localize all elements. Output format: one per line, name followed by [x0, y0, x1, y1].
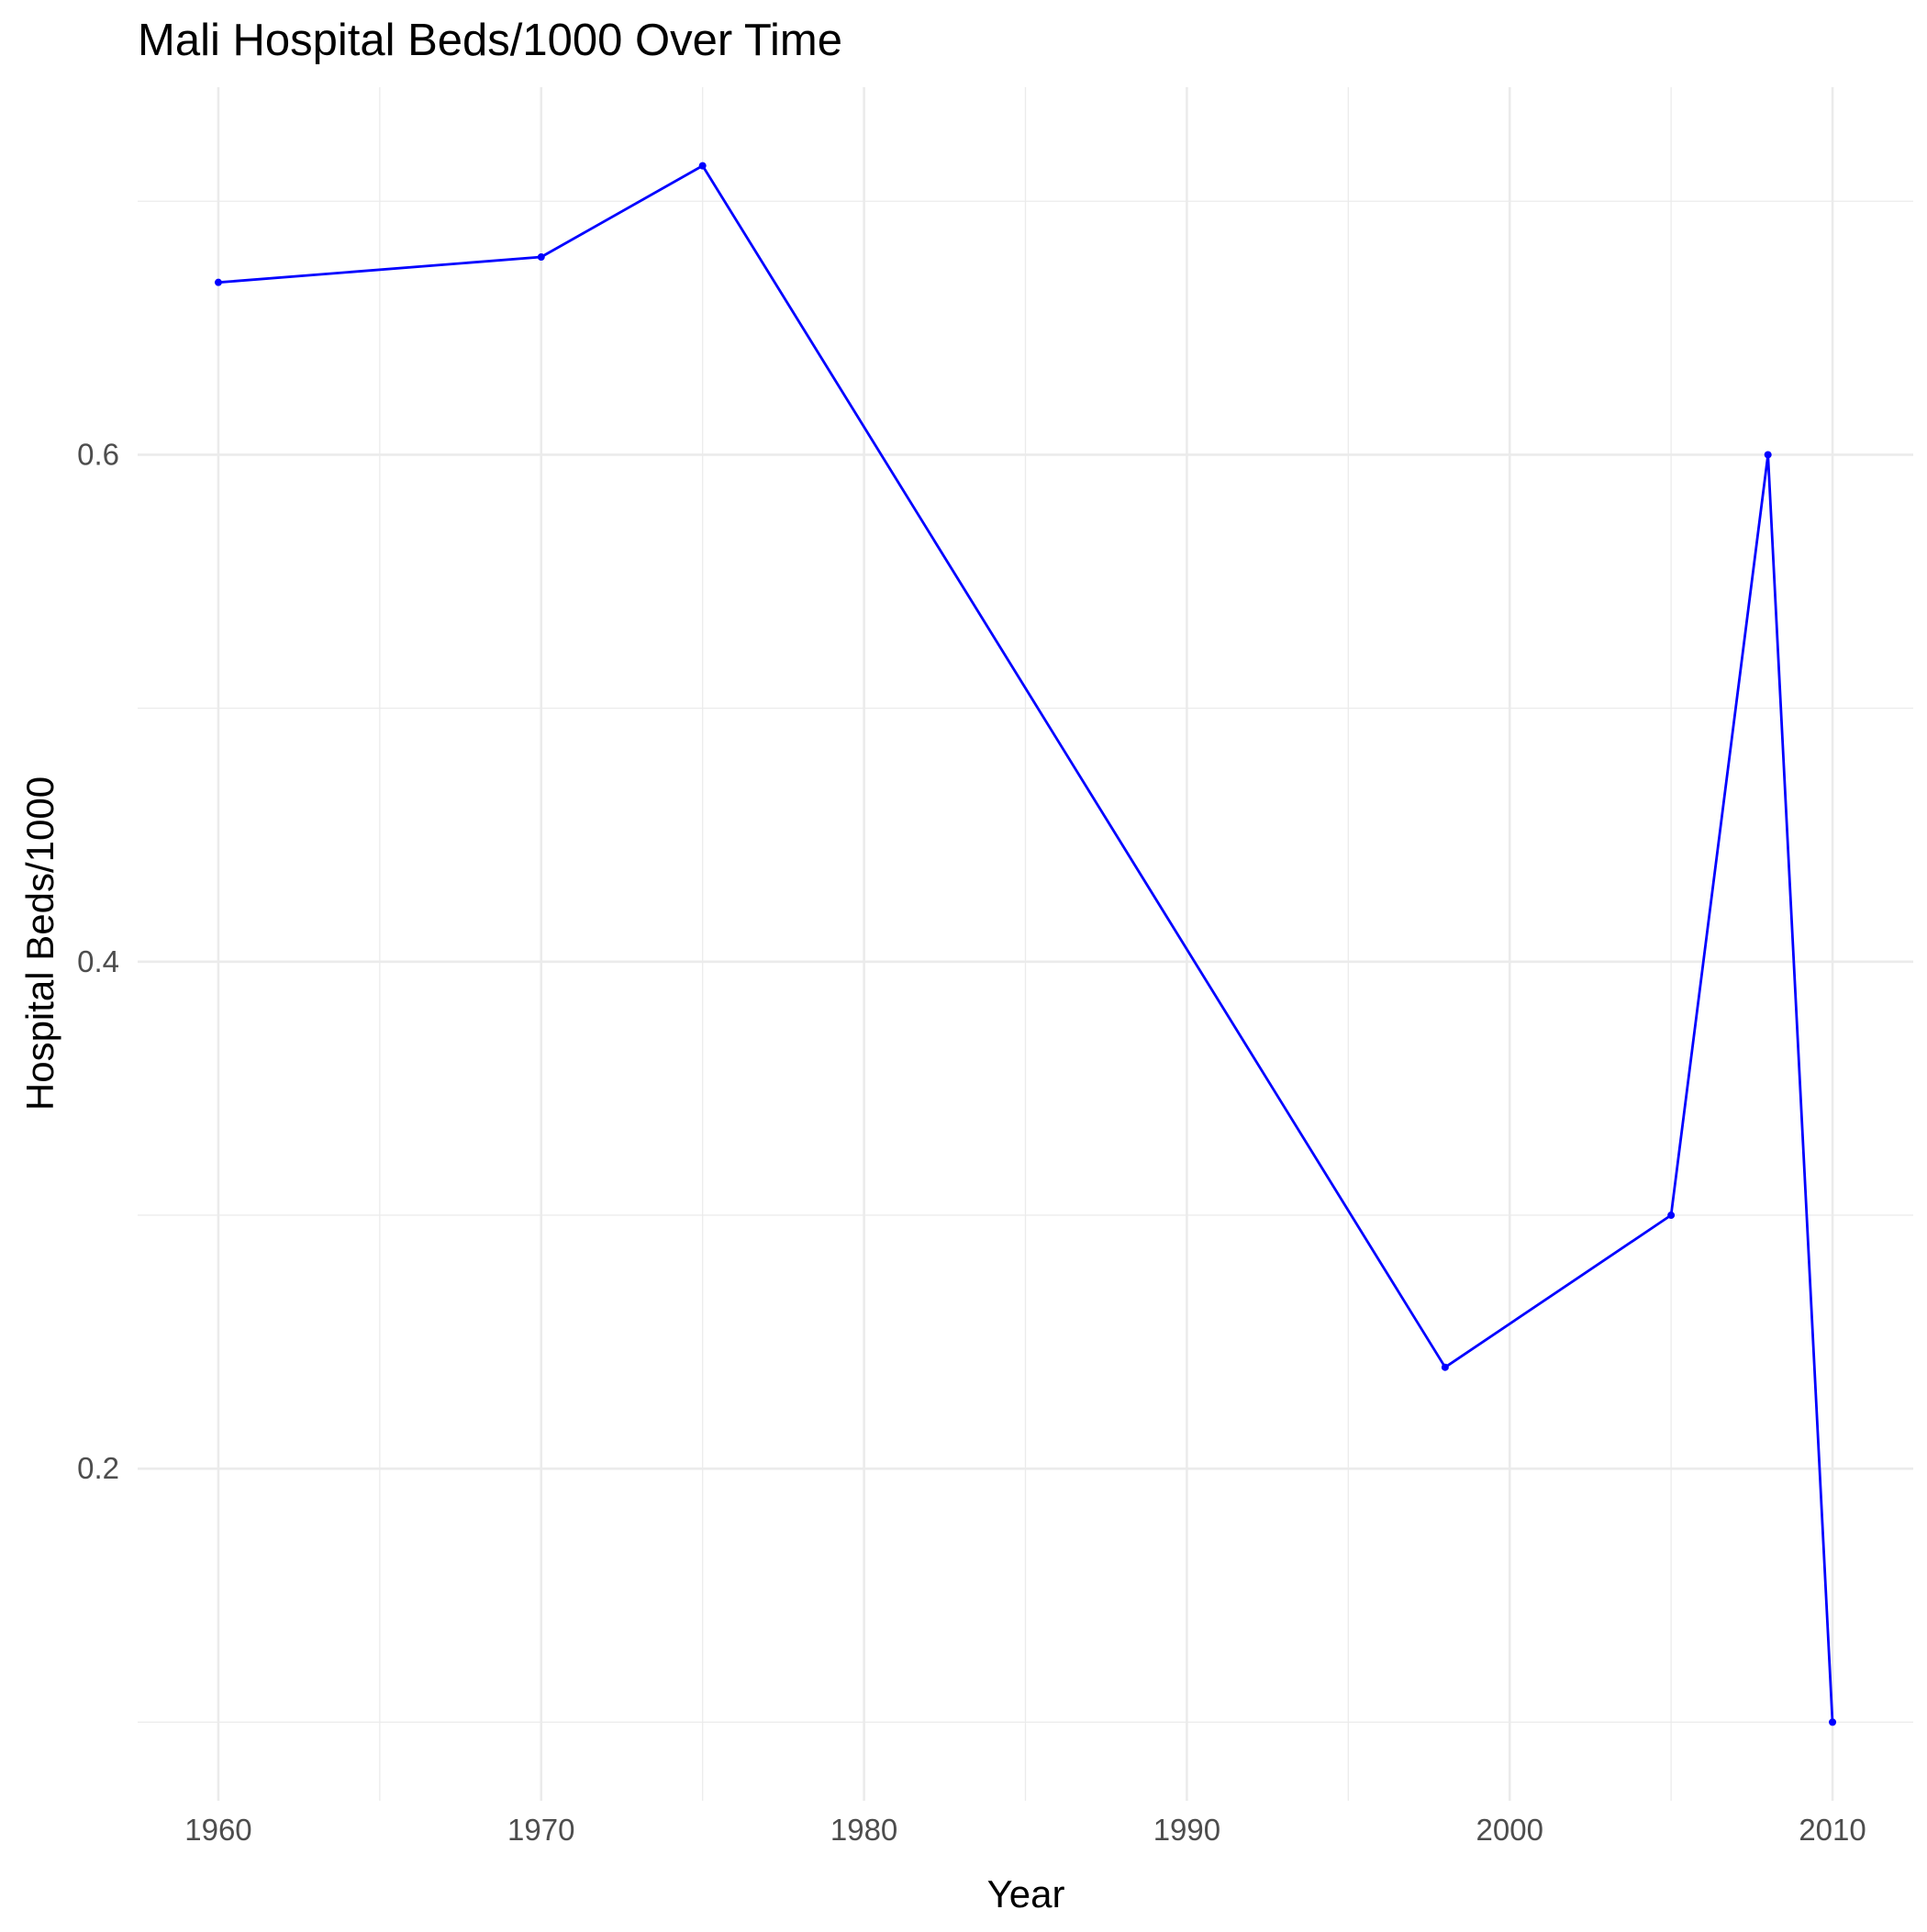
y-tick-label: 0.4	[77, 944, 119, 978]
x-tick-label: 1970	[507, 1813, 574, 1847]
grid-layer	[138, 87, 1913, 1801]
y-tick-label: 0.2	[77, 1451, 119, 1485]
tick-layer: 1960 1970 1980 1990 2000 2010 0.2 0.4 0.6	[77, 437, 1866, 1847]
data-point	[1764, 451, 1772, 459]
data-point	[1441, 1363, 1449, 1371]
data-point	[214, 278, 222, 286]
x-tick-label: 2010	[1799, 1813, 1866, 1847]
x-axis-title: Year	[987, 1872, 1065, 1915]
data-point	[1829, 1718, 1837, 1726]
x-tick-label: 1960	[184, 1813, 251, 1847]
data-layer	[214, 162, 1837, 1726]
x-tick-label: 1990	[1153, 1813, 1220, 1847]
chart-title: Mali Hospital Beds/1000 Over Time	[138, 16, 842, 65]
x-tick-label: 2000	[1476, 1813, 1543, 1847]
data-point	[1667, 1212, 1676, 1220]
x-tick-label: 1980	[830, 1813, 897, 1847]
data-point	[698, 162, 707, 170]
y-axis-title: Hospital Beds/1000	[18, 776, 61, 1111]
y-tick-label: 0.6	[77, 437, 119, 471]
data-point	[537, 253, 545, 262]
